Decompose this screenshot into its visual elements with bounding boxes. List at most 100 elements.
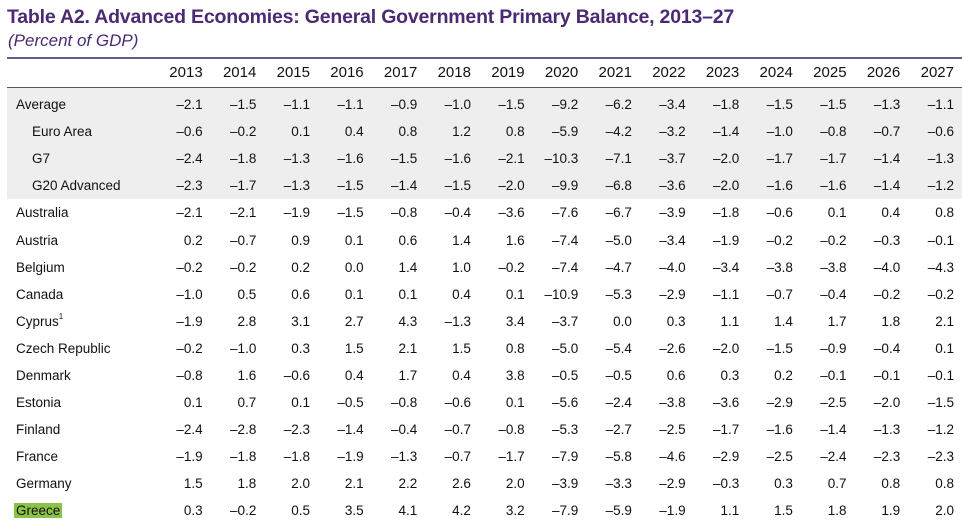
value-cell: –1.5 xyxy=(425,172,479,200)
value-cell: –0.7 xyxy=(766,286,793,302)
value-cell: –0.5 xyxy=(551,367,579,383)
value-cell: 4.3 xyxy=(398,313,418,329)
value-cell: 1.5 xyxy=(344,340,364,356)
value-cell: 0.6 xyxy=(666,367,686,383)
value-cell: –1.4 xyxy=(820,422,847,438)
value-cell: –1.0 xyxy=(230,340,257,356)
value-cell: –2.5 xyxy=(820,395,847,411)
value-cell: –1.5 xyxy=(337,205,364,221)
value-cell: –0.2 xyxy=(230,259,257,275)
value-cell: –1.5 xyxy=(800,87,855,119)
year-header-2016: 2016 xyxy=(330,64,364,81)
value-cell: 0.3 xyxy=(291,340,310,356)
value-cell: –0.4 xyxy=(391,422,418,438)
table-row: Euro Area –0.6 –0.2 0.1 0.4 0.8 1.2 0.8 –5.9 –4.2… xyxy=(7,118,962,146)
value-cell: –1.8 xyxy=(210,145,265,173)
row-label: Czech Republic xyxy=(7,335,157,362)
value-cell: –3.7 xyxy=(639,145,694,173)
value-cell: –0.7 xyxy=(444,449,471,465)
value-cell: –4.0 xyxy=(873,259,901,275)
value-cell: –0.9 xyxy=(820,340,847,356)
year-header-2026: 2026 xyxy=(866,64,901,81)
value-cell: 0.5 xyxy=(237,286,257,302)
year-header-2014: 2014 xyxy=(222,64,257,81)
value-cell: –1.3 xyxy=(391,449,418,465)
table-subtitle: (Percent of GDP) xyxy=(8,31,139,50)
value-cell: –3.7 xyxy=(551,313,579,329)
value-cell: 0.0 xyxy=(344,259,364,275)
value-cell: –1.1 xyxy=(264,87,318,119)
row-label: Finland xyxy=(7,416,157,443)
value-cell: –5.3 xyxy=(605,286,632,302)
value-cell: 0.3 xyxy=(720,367,740,383)
value-cell: 1.6 xyxy=(505,232,525,248)
value-cell: –0.2 xyxy=(766,232,793,248)
value-cell: 0.1 xyxy=(398,286,418,302)
row-label-text: Canada xyxy=(16,286,64,302)
value-cell: 0.8 xyxy=(478,118,533,146)
value-cell: –1.6 xyxy=(800,172,855,200)
value-cell: 0.6 xyxy=(398,232,418,248)
value-cell: 2.1 xyxy=(935,313,954,329)
row-label: France xyxy=(7,443,157,470)
value-cell: –1.0 xyxy=(747,118,801,146)
value-cell: –0.1 xyxy=(873,367,901,383)
value-cell: 2.7 xyxy=(344,313,364,329)
value-cell: –4.0 xyxy=(659,259,686,275)
value-cell: –5.6 xyxy=(551,395,579,411)
row-label-text: Estonia xyxy=(16,395,62,411)
value-cell: –4.7 xyxy=(605,259,632,275)
value-cell: 3.8 xyxy=(505,367,525,383)
value-cell: –1.9 xyxy=(712,232,740,248)
value-cell: 2.2 xyxy=(398,476,418,492)
value-cell: –1.1 xyxy=(712,286,740,302)
value-cell: –0.3 xyxy=(873,232,901,248)
table-body: Average –2.1 –1.5 –1.1 –1.1 –0.9 –1.0 –1.5 –9.2–… xyxy=(7,87,962,525)
row-label-text: Austria xyxy=(16,232,59,248)
value-cell: –1.5 xyxy=(927,395,954,411)
table-row: G7 –2.4 –1.8 –1.3 –1.6 –1.5 –1.6 –2.1 –10.3 –7.1–… xyxy=(7,145,962,173)
value-cell: –0.3 xyxy=(712,476,740,492)
value-cell: –2.3 xyxy=(927,449,954,465)
value-cell: –2.5 xyxy=(766,449,793,465)
value-cell: 0.9 xyxy=(291,232,310,248)
value-cell: 0.7 xyxy=(237,395,257,411)
value-cell: –3.6 xyxy=(639,172,694,200)
value-cell: 0.6 xyxy=(291,286,310,302)
year-header-2013: 2013 xyxy=(169,64,203,81)
value-cell: –2.1 xyxy=(176,205,203,221)
value-cell: –3.3 xyxy=(605,476,632,492)
value-cell: –7.4 xyxy=(551,232,579,248)
value-cell: 0.2 xyxy=(291,259,310,275)
row-label: Estonia xyxy=(7,389,157,416)
value-cell: –1.9 xyxy=(337,449,364,465)
value-cell: –1.3 xyxy=(908,145,962,173)
value-cell: –0.6 xyxy=(444,395,471,411)
value-cell: 0.1 xyxy=(344,232,364,248)
label-header xyxy=(7,58,157,87)
value-cell: –0.7 xyxy=(444,422,471,438)
value-cell: –3.9 xyxy=(551,476,579,492)
value-cell: –1.4 xyxy=(693,118,748,146)
value-cell: 0.4 xyxy=(881,205,901,221)
value-cell: –1.6 xyxy=(317,145,372,173)
value-cell: –2.0 xyxy=(693,172,748,200)
value-cell: –1.5 xyxy=(766,340,793,356)
value-cell: 0.0 xyxy=(613,313,632,329)
year-header-2015: 2015 xyxy=(276,64,310,81)
value-cell: 2.8 xyxy=(237,313,257,329)
value-cell: 0.1 xyxy=(505,286,525,302)
value-cell: –0.4 xyxy=(444,205,471,221)
value-cell: –2.0 xyxy=(478,172,533,200)
value-cell: 0.7 xyxy=(827,476,847,492)
header-rule xyxy=(7,87,962,88)
value-cell: 1.8 xyxy=(827,503,847,519)
value-cell: –3.8 xyxy=(820,259,847,275)
value-cell: –2.4 xyxy=(820,449,847,465)
value-cell: –1.5 xyxy=(371,145,426,173)
value-cell: –0.6 xyxy=(766,205,793,221)
value-cell: –10.3 xyxy=(532,145,587,173)
value-cell: 1.7 xyxy=(398,367,418,383)
row-label-text: Cyprus xyxy=(16,313,59,329)
table-row: France –1.9 –1.8 –1.8 –1.9 –1.3 –0.7 –1.7 –7.9 –5… xyxy=(7,443,962,470)
